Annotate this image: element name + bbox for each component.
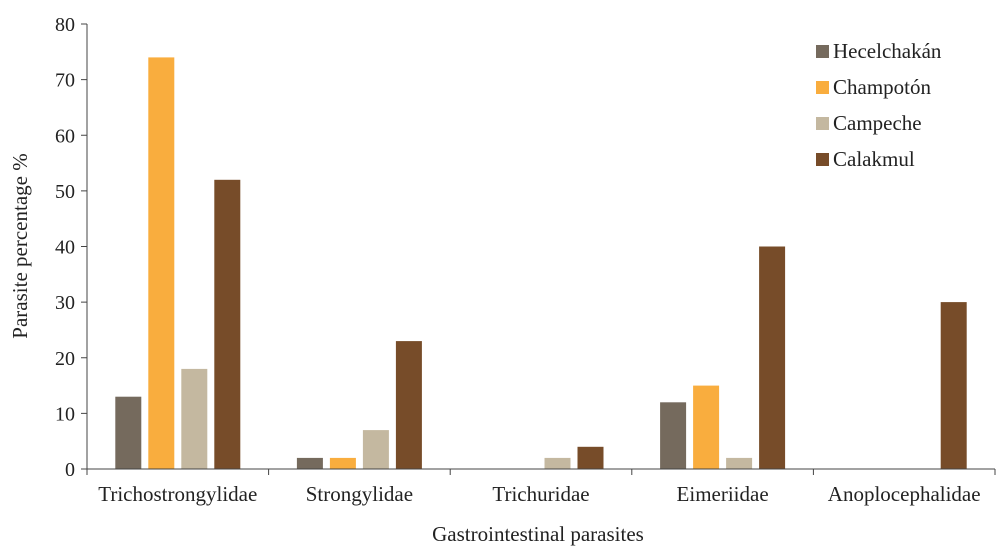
bar-campeche-trichuridae — [544, 457, 571, 469]
bar-hecelchakan-strongylidae — [296, 457, 323, 469]
bar-calakmul-anoplocephalidae — [940, 302, 967, 469]
legend-swatch — [816, 45, 829, 58]
plot-area: Trichostrongylidae Strongylidae Trichurida… — [55, 14, 996, 506]
x-tick-label: Eimeriidae — [677, 482, 769, 506]
x-axis-title: Gastrointestinal parasites — [432, 522, 644, 546]
y-tick-label: 50 — [55, 181, 75, 203]
bar-champoton-strongylidae — [329, 457, 356, 469]
y-tick-label: 0 — [65, 459, 75, 481]
y-tick-label: 60 — [55, 125, 75, 147]
y-tick-label: 20 — [55, 348, 75, 370]
bar-calakmul-eimeriidae — [759, 246, 786, 469]
legend-label: Campeche — [833, 111, 922, 135]
x-tick-label: Strongylidae — [306, 482, 413, 506]
legend-label: Hecelchakán — [833, 39, 942, 63]
bar-campeche-trichostrongylidae — [181, 368, 208, 469]
y-tick-label: 70 — [55, 70, 75, 92]
legend-label: Calakmul — [833, 147, 915, 171]
legend-swatch — [816, 81, 829, 94]
x-tick-label: Anoplocephalidae — [828, 482, 981, 506]
y-tick-label: 10 — [55, 403, 75, 425]
bar-champoton-trichostrongylidae — [148, 57, 175, 470]
y-tick-label: 30 — [55, 292, 75, 314]
bar-champoton-eimeriidae — [693, 385, 720, 469]
y-tick-label: 40 — [55, 237, 75, 259]
bar-calakmul-trichuridae — [577, 446, 604, 470]
legend-swatch — [816, 117, 829, 130]
legend-swatch — [816, 153, 829, 166]
bar-hecelchakan-trichostrongylidae — [115, 396, 142, 469]
legend-label: Champotón — [833, 75, 931, 99]
bar-campeche-strongylidae — [362, 430, 389, 469]
bar-hecelchakan-eimeriidae — [660, 402, 687, 470]
bar-calakmul-strongylidae — [395, 341, 422, 469]
x-tick-label: Trichostrongylidae — [98, 482, 257, 506]
bar-campeche-eimeriidae — [726, 457, 753, 469]
y-tick-label: 80 — [55, 14, 75, 36]
y-axis-title: Parasite percentage % — [8, 153, 32, 338]
legend: Hecelchakán Champotón Campeche Calakmul — [816, 39, 942, 171]
x-tick-label: Trichuridae — [492, 482, 589, 506]
bar-calakmul-trichostrongylidae — [214, 179, 241, 470]
